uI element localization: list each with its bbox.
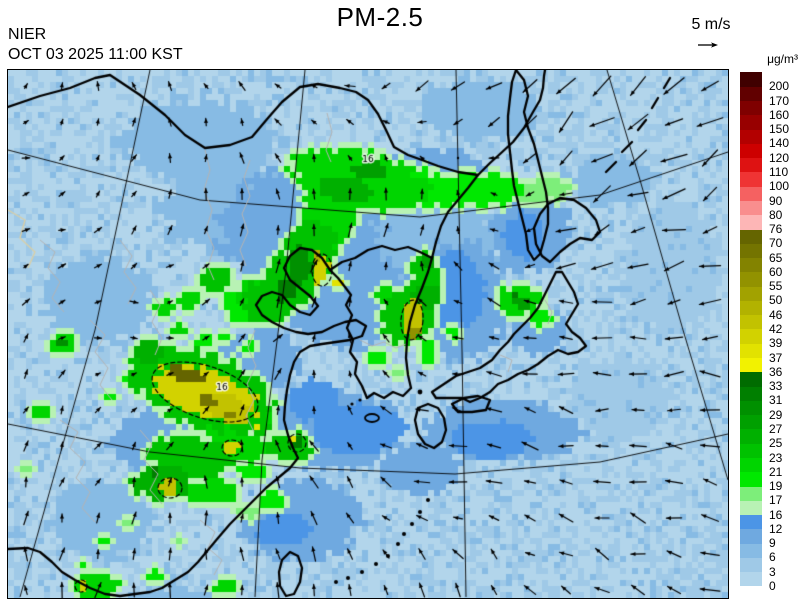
colorbar-unit-label: μg/m³ [767, 52, 798, 66]
colorbar-segment [740, 157, 762, 173]
colorbar-tick-label: 36 [769, 364, 783, 379]
agency-label: NIER [8, 26, 47, 43]
colorbar-tick-label: 3 [769, 564, 776, 579]
colorbar-tick-label: 37 [769, 350, 783, 365]
datetime-label: OCT 03 2025 11:00 KST [8, 46, 183, 63]
colorbar-tick-label: 46 [769, 307, 783, 322]
colorbar-tick-label: 55 [769, 279, 783, 294]
colorbar-segment [740, 143, 762, 159]
wind-scale-label: 5 m/s [691, 16, 731, 33]
colorbar-segment [740, 343, 762, 359]
colorbar-segment [740, 543, 762, 558]
colorbar-tick-label: 17 [769, 493, 783, 508]
colorbar-segment [740, 214, 762, 230]
colorbar-segment [740, 443, 762, 458]
colorbar-tick-label: 6 [769, 550, 776, 565]
colorbar-tick-label: 21 [769, 464, 783, 479]
colorbar-segment [740, 457, 762, 473]
colorbar-segment [740, 229, 762, 244]
colorbar-tick-label: 60 [769, 264, 783, 279]
colorbar-segment [740, 371, 762, 387]
colorbar-segment [740, 386, 762, 401]
colorbar-tick-label: 70 [769, 236, 783, 251]
colorbar-tick-label: 31 [769, 393, 783, 408]
colorbar-segment [740, 414, 762, 430]
colorbar-segment [740, 171, 762, 187]
colorbar-swatches [740, 72, 762, 587]
colorbar-tick-label: 9 [769, 536, 776, 551]
colorbar-tick-label: 76 [769, 222, 783, 237]
colorbar-tick-label: 42 [769, 322, 783, 336]
colorbar-segment [740, 528, 762, 544]
colorbar-tick-label: 120 [769, 150, 790, 165]
map-panel [7, 69, 729, 599]
colorbar-tick-label: 90 [769, 193, 783, 208]
colorbar-tick-label: 0 [769, 579, 776, 593]
colorbar-segment [740, 500, 762, 516]
colorbar-segment [740, 186, 762, 201]
colorbar-tick-label: 110 [769, 164, 789, 179]
colorbar-segment [740, 257, 762, 273]
colorbar-tick-label: 140 [769, 136, 790, 151]
colorbar-segment [740, 329, 762, 344]
colorbar-segment [740, 314, 762, 330]
colorbar-segment [740, 86, 762, 102]
colorbar-tick-label: 200 [769, 79, 790, 94]
colorbar-tick-label: 100 [769, 179, 790, 194]
colorbar-tick-label: 29 [769, 407, 783, 422]
colorbar-tick-label: 160 [769, 107, 790, 122]
colorbar-segment [740, 486, 762, 501]
colorbar-segment [740, 243, 762, 259]
wind-scale-arrow-icon [698, 42, 718, 48]
colorbar-tick-label: 27 [769, 421, 783, 436]
colorbar-segment [740, 200, 762, 216]
colorbar-tick-label: 50 [769, 293, 783, 308]
colorbar-segment [740, 400, 762, 416]
colorbar-segment [740, 286, 762, 301]
colorbar-tick-label: 16 [769, 507, 783, 522]
colorbar-segment [740, 514, 762, 530]
colorbar-segment [740, 114, 762, 130]
colorbar-tick-label: 23 [769, 450, 783, 465]
colorbar-segment [740, 357, 762, 373]
colorbar-segment [740, 129, 762, 144]
colorbar-tick-label: 33 [769, 379, 783, 394]
colorbar-segment [740, 557, 762, 573]
colorbar-tick-label: 170 [769, 93, 790, 108]
colorbar-tick-label: 150 [769, 122, 790, 137]
colorbar-tick-label: 25 [769, 436, 783, 451]
colorbar-segment [740, 428, 762, 444]
colorbar-segment [740, 571, 762, 587]
colorbar-tick-label: 12 [769, 521, 783, 536]
colorbar-tick-label: 19 [769, 479, 783, 494]
colorbar-segment [740, 271, 762, 287]
colorbar-segment [740, 100, 762, 116]
colorbar-tick-label: 80 [769, 207, 783, 222]
page-title: PM-2.5 [336, 2, 424, 32]
colorbar-segment [740, 72, 762, 87]
colorbar-segment [740, 471, 762, 487]
colorbar: 0 3 6 9 12 16 17 19 21 23 25 27 29 31 33 36 37 39 42 46 50 55… [740, 72, 799, 592]
colorbar-tick-label: 39 [769, 336, 783, 351]
map-canvas [8, 70, 728, 598]
colorbar-tick-label: 65 [769, 250, 783, 265]
colorbar-segment [740, 300, 762, 316]
